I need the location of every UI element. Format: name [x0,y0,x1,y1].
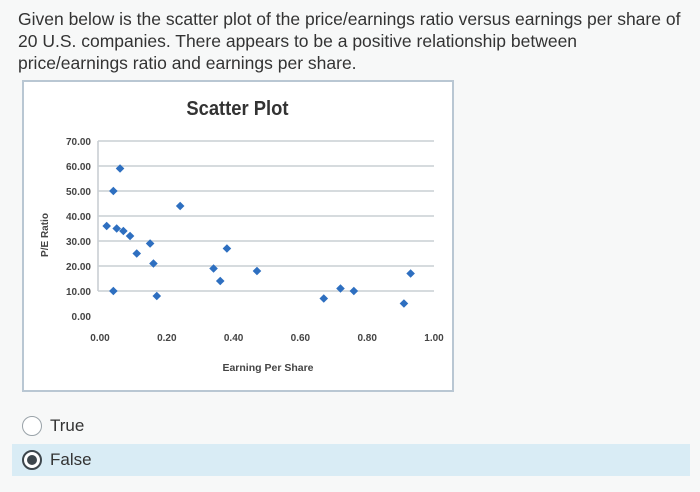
y-tick-label: 40.00 [66,212,91,223]
scatter-point [152,291,162,301]
x-tick-label: 0.20 [157,333,177,344]
radio-unchecked-icon[interactable] [22,416,42,436]
x-tick-label: 0.60 [291,333,311,344]
y-tick-label: 30.00 [66,237,91,248]
y-tick-label: 50.00 [66,187,91,198]
y-tick-label: 20.00 [66,262,91,273]
x-tick-label: 0.00 [90,333,110,344]
scatter-point [215,276,225,286]
scatter-point [336,284,345,293]
option-true[interactable]: True [0,410,700,442]
scatter-point [109,186,118,196]
radio-checked-icon[interactable] [22,450,42,470]
scatter-point [209,264,218,273]
answer-options: True False [0,410,700,476]
option-false[interactable]: False [12,444,690,476]
scatter-point [109,286,118,296]
scatter-point [319,294,329,303]
scatter-point [175,201,185,211]
question-text: Given below is the scatter plot of the p… [18,9,681,73]
scatter-point [252,266,262,276]
option-false-label: False [50,450,92,469]
y-axis-label: P/E Ratio [40,213,51,257]
y-tick-label: 60.00 [66,162,91,173]
scatter-chart: Scatter Plot P/E Ratio Earning Per Share… [22,80,454,392]
scatter-point [349,286,359,296]
scatter-point [115,164,125,173]
option-true-label: True [50,416,85,435]
scatter-point [112,224,121,233]
x-tick-label: 0.80 [357,333,377,344]
scatter-point [102,221,111,231]
scatter-point [149,259,158,268]
x-axis-label: Earning Per Share [222,362,313,374]
x-tick-label: 0.40 [224,333,244,344]
y-tick-label: 0.00 [72,312,92,323]
scatter-point [222,244,232,253]
scatter-point [145,239,155,248]
scatter-point [132,249,142,258]
scatter-point [125,231,135,241]
x-tick-label: 1.00 [424,333,444,344]
y-tick-label: 70.00 [66,137,91,148]
chart-title: Scatter Plot [186,98,289,120]
y-tick-label: 10.00 [66,287,91,298]
scatter-plot-svg: Scatter Plot P/E Ratio Earning Per Share… [40,98,444,374]
scatter-point [399,299,409,308]
scatter-point [119,226,128,236]
scatter-point [406,269,415,278]
